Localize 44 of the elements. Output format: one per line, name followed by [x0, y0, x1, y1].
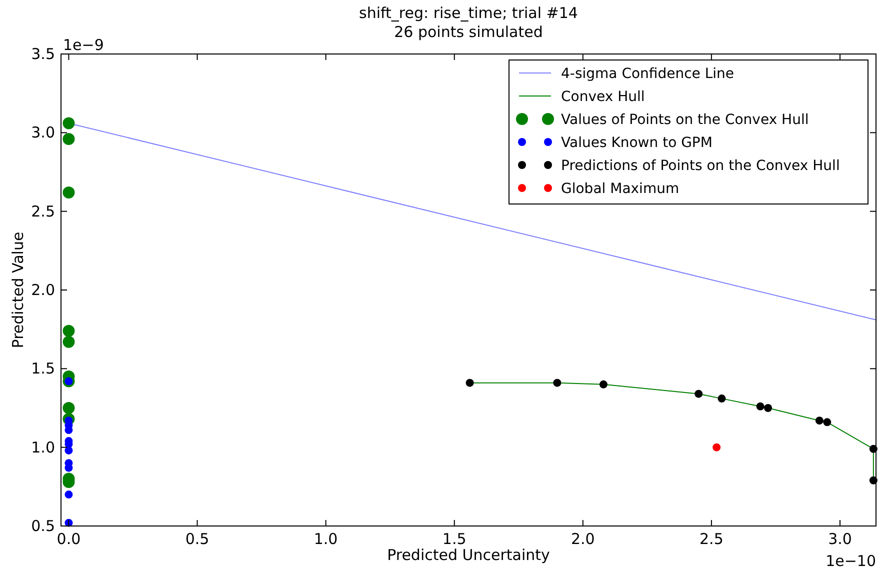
point — [62, 117, 75, 130]
point — [815, 416, 824, 425]
y-axis-title: Predicted Value — [9, 232, 27, 348]
point — [553, 378, 562, 387]
chart-title: shift_reg: rise_time; trial #14 — [359, 4, 578, 22]
text: 1e−10 — [826, 552, 876, 569]
point — [764, 404, 772, 412]
x-tick-label: 0.5 — [185, 530, 210, 548]
point — [718, 394, 726, 403]
legend-label: Convex Hull — [561, 89, 645, 105]
point — [823, 418, 832, 426]
point — [756, 402, 764, 410]
point — [62, 402, 75, 414]
legend-label: Values Known to GPM — [561, 135, 712, 151]
x-tick-label: 1.5 — [442, 530, 466, 548]
annotation: 1e−9 — [63, 36, 104, 54]
chart-subtitle: 26 points simulated — [394, 23, 543, 41]
x-tick-label: 2.0 — [570, 530, 595, 548]
point — [62, 336, 75, 348]
x-tick-label: 0.0 — [56, 530, 81, 548]
y-tick-label: 0.5 — [31, 517, 55, 535]
legend-label: Predictions of Points on the Convex Hull — [561, 158, 840, 174]
point — [712, 443, 721, 452]
legend-label: Global Maximum — [561, 181, 680, 197]
point — [466, 378, 474, 387]
legend-label: Values of Points on the Convex Hull — [561, 112, 809, 128]
y-tick-label: 2.5 — [31, 202, 55, 220]
y-tick-label: 3.5 — [31, 45, 55, 63]
x-axis-title: Predicted Uncertainty — [387, 546, 550, 564]
y-tick-label: 2.0 — [31, 281, 55, 299]
point — [62, 324, 75, 337]
x-tick-label: 3.0 — [828, 530, 852, 548]
point — [62, 186, 75, 198]
point — [599, 380, 608, 388]
point — [64, 490, 73, 499]
x-tick-label: 2.5 — [700, 530, 724, 548]
y-tick-label: 1.5 — [31, 360, 55, 378]
point — [62, 132, 75, 145]
x-tick-label: 1.0 — [314, 530, 338, 548]
point — [64, 446, 73, 454]
legend-label: 4-sigma Confidence Line — [561, 66, 734, 82]
y-tick-label: 3.0 — [31, 124, 55, 142]
point — [694, 390, 703, 398]
y-tick-label: 1.0 — [31, 438, 55, 456]
